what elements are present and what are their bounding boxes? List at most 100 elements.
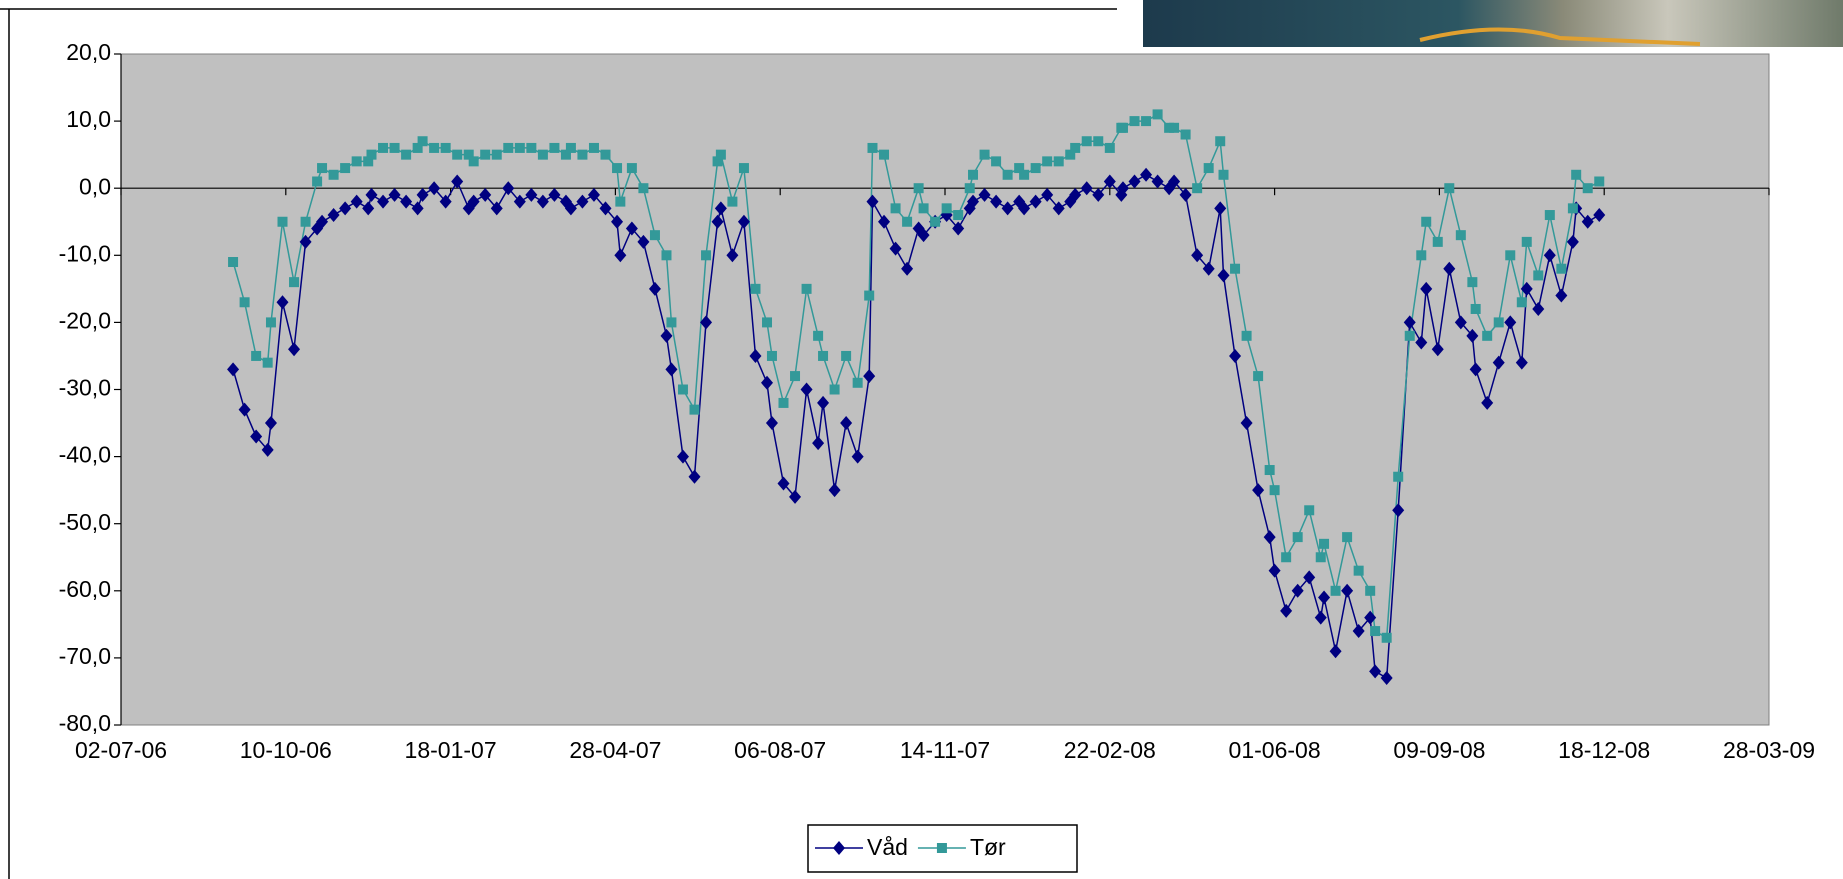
marker xyxy=(239,297,250,308)
marker xyxy=(479,187,492,202)
marker xyxy=(812,436,825,451)
marker xyxy=(902,216,913,227)
marker xyxy=(1520,281,1533,296)
marker xyxy=(711,214,724,229)
marker xyxy=(227,362,240,377)
marker xyxy=(1353,565,1364,576)
marker xyxy=(389,142,400,153)
marker xyxy=(789,489,802,504)
marker xyxy=(661,250,672,261)
marker xyxy=(1467,277,1478,288)
marker xyxy=(1141,116,1152,127)
marker xyxy=(818,350,829,361)
marker xyxy=(801,283,812,294)
marker xyxy=(1203,163,1214,174)
marker xyxy=(625,221,638,236)
legend-label: Tør xyxy=(970,834,1006,860)
marker xyxy=(1152,109,1163,120)
marker xyxy=(1030,163,1041,174)
marker xyxy=(288,342,301,357)
marker xyxy=(1169,122,1180,133)
marker xyxy=(276,295,289,310)
marker xyxy=(840,416,853,431)
marker xyxy=(1543,248,1556,263)
marker xyxy=(525,187,538,202)
marker xyxy=(1291,583,1304,598)
marker xyxy=(536,194,549,209)
marker xyxy=(467,194,480,209)
marker xyxy=(1454,315,1467,330)
marker xyxy=(649,230,660,241)
marker xyxy=(480,149,491,160)
marker xyxy=(1364,610,1377,625)
marker xyxy=(363,156,374,167)
marker xyxy=(251,350,262,361)
marker xyxy=(1505,250,1516,261)
marker xyxy=(327,208,340,223)
marker xyxy=(261,442,274,457)
marker xyxy=(228,257,239,268)
marker xyxy=(1042,156,1053,167)
marker xyxy=(1268,563,1281,578)
marker xyxy=(1001,201,1014,216)
marker xyxy=(1280,603,1293,618)
marker xyxy=(411,201,424,216)
marker xyxy=(1555,288,1568,303)
marker xyxy=(289,277,300,288)
marker xyxy=(317,163,328,174)
marker xyxy=(889,241,902,256)
marker xyxy=(700,315,713,330)
marker xyxy=(918,203,929,214)
marker xyxy=(1069,187,1082,202)
marker xyxy=(463,149,474,160)
marker xyxy=(917,228,930,243)
marker xyxy=(1492,355,1505,370)
y-tick-label: -60,0 xyxy=(59,576,111,602)
marker xyxy=(1240,416,1253,431)
marker xyxy=(549,142,560,153)
marker xyxy=(727,196,738,207)
marker xyxy=(750,283,761,294)
marker xyxy=(666,317,677,328)
marker xyxy=(726,248,739,263)
marker xyxy=(738,163,749,174)
marker xyxy=(689,404,700,415)
marker xyxy=(714,201,727,216)
marker xyxy=(1504,315,1517,330)
marker xyxy=(1370,626,1381,637)
marker xyxy=(1080,181,1093,196)
marker xyxy=(878,214,891,229)
marker xyxy=(1092,187,1105,202)
marker xyxy=(1404,330,1415,341)
marker xyxy=(1481,395,1494,410)
marker xyxy=(1582,183,1593,194)
y-tick-label: 20,0 xyxy=(66,39,111,65)
y-tick-label: -50,0 xyxy=(59,509,111,535)
marker xyxy=(312,176,323,187)
marker xyxy=(1532,301,1545,316)
marker xyxy=(638,183,649,194)
marker xyxy=(503,142,514,153)
marker xyxy=(1103,174,1116,189)
marker xyxy=(351,156,362,167)
marker xyxy=(890,203,901,214)
marker xyxy=(817,395,830,410)
marker xyxy=(790,371,801,382)
marker xyxy=(1365,585,1376,596)
marker xyxy=(1352,624,1365,639)
marker xyxy=(452,149,463,160)
marker xyxy=(366,149,377,160)
marker xyxy=(377,194,390,209)
marker xyxy=(1303,570,1316,585)
marker xyxy=(851,449,864,464)
marker xyxy=(1180,129,1191,140)
marker xyxy=(1567,203,1578,214)
marker xyxy=(1230,263,1241,274)
marker xyxy=(439,194,452,209)
y-tick-label: -30,0 xyxy=(59,375,111,401)
marker xyxy=(265,317,276,328)
marker xyxy=(1128,174,1141,189)
marks xyxy=(227,109,1606,686)
marker xyxy=(1393,471,1404,482)
